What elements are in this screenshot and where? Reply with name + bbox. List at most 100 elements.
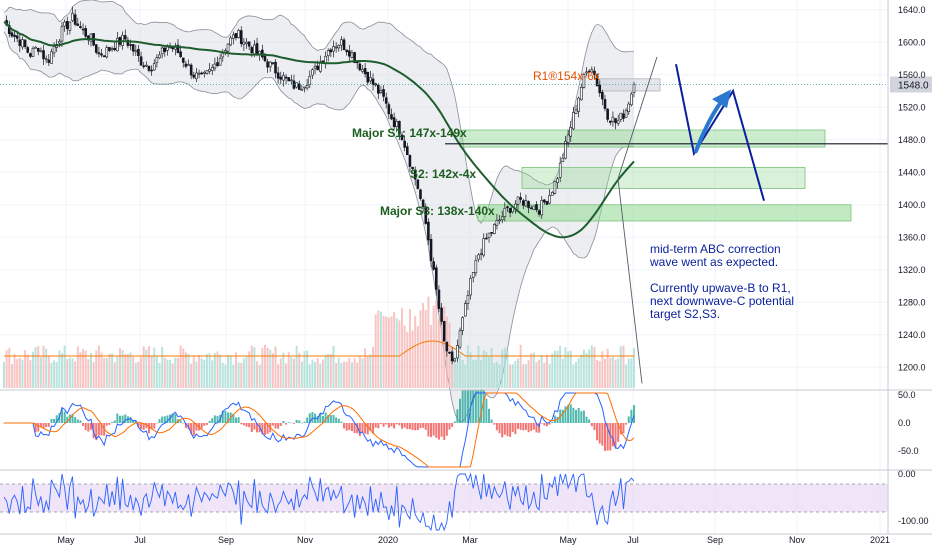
analysis-note: mid-term ABC correction wave went as exp…	[650, 243, 794, 321]
candle-body	[329, 49, 333, 53]
volume-bar	[55, 361, 58, 388]
volume-bar	[13, 353, 16, 388]
volume-bar	[519, 344, 522, 388]
volume-bar	[10, 364, 13, 388]
candle-body	[181, 57, 185, 63]
grid	[0, 0, 888, 534]
volume-bar	[395, 318, 398, 388]
volume-bar	[337, 357, 340, 388]
volume-bar	[422, 303, 425, 388]
candle-body	[558, 162, 562, 178]
volume-bar	[561, 358, 564, 388]
macd-histogram-bar	[66, 416, 69, 423]
volume-bar	[300, 361, 303, 388]
volume-bar	[26, 354, 29, 388]
candle-body	[58, 41, 61, 44]
candle-body	[411, 166, 414, 169]
candle-body	[548, 195, 551, 204]
volume-bar	[614, 359, 617, 388]
volume-bar	[16, 359, 19, 388]
macd-histogram-bar	[514, 423, 517, 435]
candle-body	[413, 169, 417, 180]
macd-histogram-bar	[327, 415, 330, 423]
drawings[interactable]: 1548.0	[0, 56, 932, 384]
volume-bar	[403, 325, 406, 388]
candle-body	[126, 39, 130, 46]
macd-histogram-bar	[630, 409, 633, 423]
volume-bar	[163, 357, 166, 388]
moving-average	[3, 21, 635, 239]
candle-body	[255, 43, 259, 54]
time-tick-label: May	[559, 535, 577, 545]
macd-histogram-bar	[256, 423, 259, 433]
candle-body	[527, 201, 530, 208]
macd-histogram-bar	[474, 389, 477, 423]
macd-histogram-bar	[358, 423, 361, 436]
candle-body	[10, 32, 14, 37]
volume-bar	[506, 351, 509, 388]
volume-bar	[345, 361, 348, 388]
volume-bar	[622, 345, 625, 388]
candle-body	[577, 97, 580, 112]
candle-body	[593, 70, 596, 75]
volume-bar	[532, 352, 535, 388]
candle-body	[561, 157, 565, 163]
macd-histogram-bar	[395, 423, 398, 425]
macd-histogram-bar	[364, 423, 367, 434]
macd-histogram-bar	[561, 409, 564, 423]
macd-histogram-bar	[213, 415, 216, 423]
macd-histogram-bar	[401, 423, 404, 429]
macd-histogram-bar	[192, 423, 195, 436]
macd-histogram-bar	[509, 423, 512, 437]
candle-body	[390, 114, 393, 120]
candle-body	[582, 74, 586, 88]
volume-bar	[495, 361, 498, 388]
macd-histogram-bar	[459, 398, 462, 423]
level-zone	[599, 78, 661, 92]
volume-bar	[42, 345, 45, 388]
candle-body	[608, 120, 612, 123]
candle-body	[36, 48, 40, 52]
macd-histogram-bar	[535, 423, 538, 433]
candle-body	[152, 63, 156, 71]
volume-bar	[171, 363, 174, 388]
macd-histogram-bar	[350, 423, 353, 431]
candle-body	[587, 70, 591, 73]
macd-histogram-bar	[625, 423, 628, 425]
macd-pane	[3, 389, 635, 468]
macd-histogram-bar	[63, 411, 66, 423]
volume-bar	[556, 350, 559, 388]
volume-bar	[79, 352, 82, 388]
candle-body	[469, 278, 472, 296]
macd-histogram-bar	[567, 405, 570, 423]
volume-bar	[540, 355, 543, 388]
volume-bar	[203, 359, 206, 388]
macd-histogram-bar	[292, 423, 295, 424]
macd-histogram-bar	[414, 423, 417, 431]
macd-histogram-bar	[453, 421, 456, 423]
candle-body	[340, 39, 343, 46]
price-tick-label: 1440.0	[898, 167, 926, 177]
macd-histogram-bar	[430, 423, 433, 438]
volume-bar	[29, 360, 32, 388]
candle-body	[456, 345, 459, 359]
macd-histogram-bar	[611, 423, 614, 447]
macd-histogram-bar	[290, 422, 293, 424]
time-tick-label: Sep	[218, 535, 234, 545]
volume-bar	[369, 354, 372, 388]
candle-body	[448, 351, 451, 354]
volume-bar	[124, 354, 127, 388]
macd-histogram-bar	[179, 420, 182, 423]
level-zone	[477, 204, 852, 222]
time-tick-label: May	[57, 535, 75, 545]
macd-histogram-bar	[488, 408, 491, 423]
volume-bar	[285, 363, 288, 388]
volume-bar	[617, 358, 620, 388]
macd-histogram-bar	[398, 423, 401, 426]
volume-bar	[140, 357, 143, 388]
price-tick-label: 1240.0	[898, 330, 926, 340]
candle-body	[632, 84, 636, 93]
macd-histogram-bar	[538, 423, 541, 433]
volume-bar	[511, 364, 514, 388]
